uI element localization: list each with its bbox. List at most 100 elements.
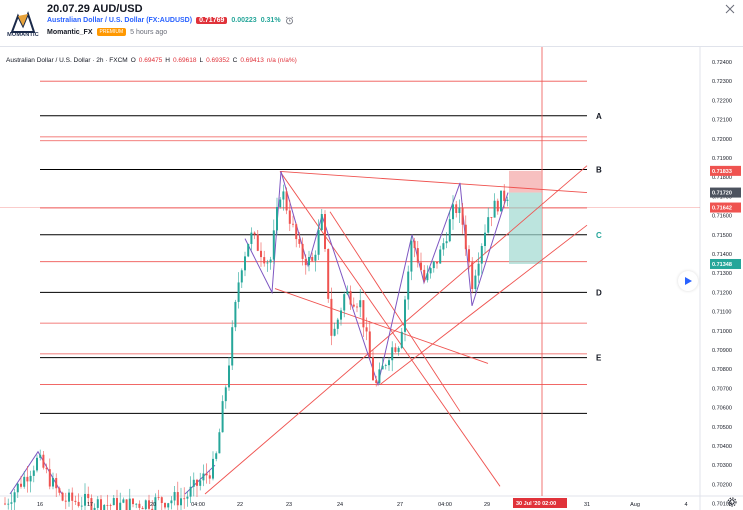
cursor-date: 30 Jul '20 02:00 xyxy=(516,501,556,507)
candle-body xyxy=(340,310,342,320)
candle-body xyxy=(429,268,432,274)
candle-body xyxy=(205,473,208,476)
candle-body xyxy=(423,269,426,281)
candle-body xyxy=(87,493,90,499)
price-badge-2: 0.71642 xyxy=(712,206,732,212)
candle-body xyxy=(122,499,125,503)
publish-time: 5 hours ago xyxy=(130,28,168,36)
symbol-link[interactable]: Australian Dollar / U.S. Dollar (FX:AUDU… xyxy=(47,17,193,24)
candle-body xyxy=(151,508,154,510)
candle-body xyxy=(208,475,211,479)
legend-symbol: Australian Dollar / U.S. Dollar · 2h · F… xyxy=(6,57,128,64)
candle-body xyxy=(26,476,29,482)
candle-body xyxy=(106,504,109,506)
candle-body xyxy=(436,261,438,264)
candle-body xyxy=(186,496,189,499)
candle-body xyxy=(132,498,134,505)
candle-body xyxy=(327,249,330,299)
legend-high: 0.69618 xyxy=(173,57,197,64)
candle-body xyxy=(500,190,502,212)
candle-body xyxy=(381,365,384,370)
price-badge-bg-2 xyxy=(710,202,741,213)
price-tick-label: 0.70400 xyxy=(712,444,732,450)
candle-body xyxy=(144,500,147,510)
candle-body xyxy=(138,503,141,508)
price-badge-1: 0.71720 xyxy=(712,191,732,197)
candle-body xyxy=(304,258,307,266)
candle-body xyxy=(253,232,256,235)
candle-body xyxy=(112,498,115,506)
candle-body xyxy=(212,458,214,479)
candle-body xyxy=(13,492,16,503)
candle-body xyxy=(119,502,122,510)
idea-header: MOMANTIC 20.07.29 AUD/USD Australian Dol… xyxy=(0,0,743,46)
alarm-clock-icon[interactable] xyxy=(285,16,294,25)
candle-body xyxy=(45,467,48,470)
candle-body xyxy=(279,199,282,208)
candle-body xyxy=(375,380,378,384)
candle-body xyxy=(400,331,403,348)
candle-body xyxy=(349,291,352,305)
author-logo[interactable]: MOMANTIC xyxy=(6,6,40,40)
candle-body xyxy=(397,347,400,352)
candle-body xyxy=(455,204,458,213)
candle-body xyxy=(391,347,394,361)
candle-body xyxy=(189,486,192,497)
candle-body xyxy=(301,243,304,259)
price-tick-label: 0.70700 xyxy=(712,386,732,392)
price-tick-label: 0.70600 xyxy=(712,406,732,412)
candle-body xyxy=(298,239,301,244)
candle-body xyxy=(224,387,227,402)
candle-body xyxy=(58,488,61,493)
legend-close: 0.69413 xyxy=(240,57,264,64)
price-tick-label: 0.71500 xyxy=(712,233,732,239)
premium-badge: PREMIUM xyxy=(96,28,127,36)
price-tick-label: 0.71900 xyxy=(712,156,732,162)
candle-body xyxy=(282,191,285,200)
gear-icon[interactable] xyxy=(727,497,737,507)
candle-body xyxy=(288,210,291,224)
candle-body xyxy=(218,432,221,454)
price-chart[interactable]: Australian Dollar / U.S. Dollar · 2h · F… xyxy=(0,46,743,510)
candle-body xyxy=(359,300,362,308)
candle-body xyxy=(320,214,323,231)
candle-body xyxy=(394,347,397,352)
candle-body xyxy=(77,501,80,506)
candle-body xyxy=(484,232,486,246)
play-icon xyxy=(685,277,692,285)
chart-canvas[interactable]: A B C D E 0.72400 0.72300 0.72200 0.72100 0.72000… xyxy=(0,47,743,510)
candle-body xyxy=(39,454,42,458)
close-icon[interactable] xyxy=(725,4,735,14)
price-tick-label: 0.71400 xyxy=(712,252,732,258)
candle-body xyxy=(96,499,99,508)
candle-body xyxy=(372,357,374,381)
candle-body xyxy=(10,502,13,504)
candle-body xyxy=(90,498,93,510)
replay-button[interactable] xyxy=(678,271,698,291)
legend-low-label: L xyxy=(199,57,204,64)
level-label-c: C xyxy=(596,231,602,240)
candle-body xyxy=(314,254,317,261)
candle-body xyxy=(80,505,83,507)
legend-low: 0.69352 xyxy=(206,57,230,64)
time-tick-label: 27 xyxy=(397,502,403,508)
candle-body xyxy=(36,457,38,471)
candle-body xyxy=(388,360,390,366)
trendline-4 xyxy=(279,171,501,487)
candle-body xyxy=(48,469,51,487)
price-change: 0.00223 xyxy=(231,17,257,24)
price-tick-label: 0.70800 xyxy=(712,367,732,373)
logo-text: MOMANTIC xyxy=(7,32,39,38)
candle-body xyxy=(426,273,429,281)
candle-body xyxy=(260,250,262,258)
candle-body xyxy=(228,365,230,388)
candle-body xyxy=(490,217,493,218)
author-name[interactable]: Momantic_FX xyxy=(47,28,93,36)
pattern-line-2 xyxy=(244,171,509,387)
candle-body xyxy=(128,498,131,510)
candle-body xyxy=(154,497,157,510)
candle-body xyxy=(231,327,234,366)
candle-body xyxy=(93,507,96,510)
candle-body xyxy=(474,275,477,290)
trendline-3 xyxy=(274,288,489,364)
